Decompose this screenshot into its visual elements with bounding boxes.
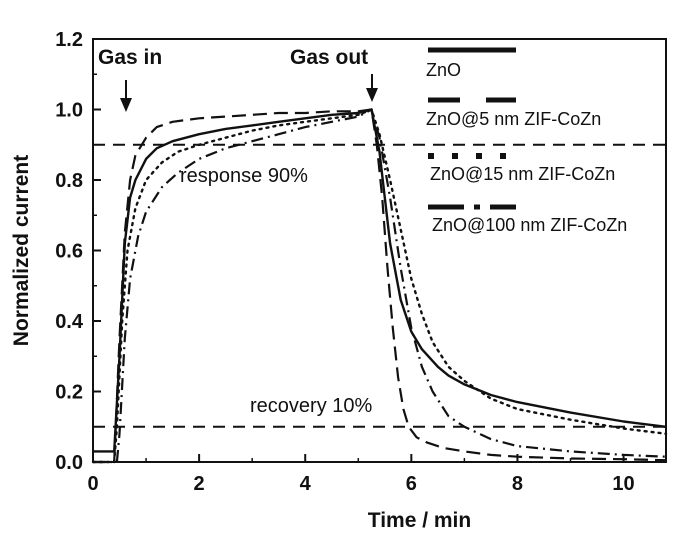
y-tick-label: 1.2 — [55, 29, 83, 51]
series-line-4 — [93, 108, 667, 464]
legend: ZnO ZnO@5 nm ZIF-CoZn ZnO@15 nm ZIF-CoZn Zn… — [426, 47, 627, 235]
legend-label-2: ZnO@5 nm ZIF-CoZn — [426, 109, 601, 129]
y-tick-label: 0.8 — [55, 170, 83, 192]
legend-label-3: ZnO@15 nm ZIF-CoZn — [430, 164, 615, 184]
gas-out-label: Gas out — [290, 46, 368, 69]
x-tick-label: 4 — [300, 473, 312, 495]
series-group — [91, 108, 668, 464]
legend-label-4: ZnO@100 nm ZIF-CoZn — [432, 215, 627, 235]
plot-frame — [92, 38, 667, 463]
y-tick-label: 1.0 — [55, 100, 83, 122]
gas-in-label: Gas in — [98, 46, 162, 69]
series-line-2 — [93, 108, 667, 464]
x-tick-label: 0 — [87, 473, 98, 495]
annotations: Gas in Gas out response 90% recovery 10% — [98, 46, 378, 417]
y-tick-label: 0.0 — [55, 452, 83, 474]
x-tick-label: 6 — [406, 473, 417, 495]
recovery-label: recovery 10% — [250, 395, 372, 417]
y-tick-label: 0.4 — [55, 311, 84, 333]
gas-in-arrowhead — [120, 98, 132, 112]
axes: 0 2 4 6 8 10 0.0 0.2 0.4 0.6 0.8 1.0 1.2 Time / min No… — [10, 29, 667, 532]
x-tick-label: 2 — [194, 473, 205, 495]
legend-label-1: ZnO — [426, 60, 461, 80]
y-tick-label: 0.2 — [55, 382, 83, 404]
x-tick-label: 8 — [512, 473, 523, 495]
reference-lines — [93, 143, 666, 428]
series-line-1 — [93, 108, 667, 453]
series-line-3 — [91, 108, 668, 464]
x-tick-label: 10 — [612, 473, 634, 495]
gas-out-arrowhead — [366, 88, 378, 102]
x-axis-title: Time / min — [368, 509, 471, 532]
y-tick-label: 0.6 — [55, 241, 83, 263]
y-axis-title: Normalized current — [10, 155, 33, 346]
response-label: response 90% — [180, 165, 308, 187]
